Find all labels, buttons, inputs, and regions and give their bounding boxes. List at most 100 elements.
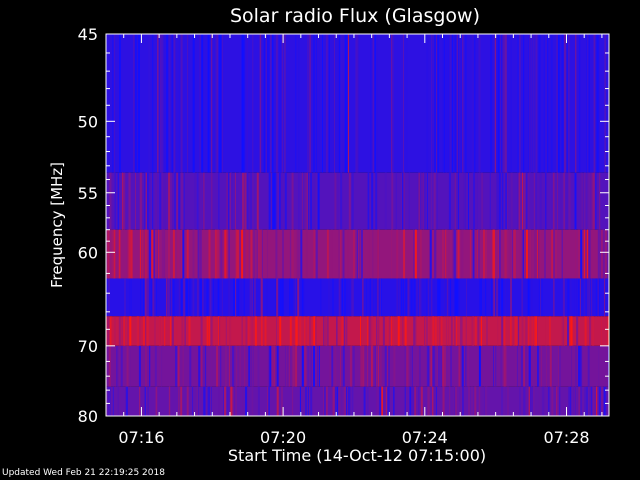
time-streak xyxy=(497,316,499,346)
time-streak xyxy=(376,316,378,346)
time-streak xyxy=(249,278,252,317)
time-streak xyxy=(583,172,586,230)
time-streak xyxy=(460,316,463,346)
time-streak xyxy=(124,316,127,346)
time-streak xyxy=(110,172,113,230)
time-streak xyxy=(236,229,239,279)
time-streak xyxy=(510,278,512,317)
time-streak xyxy=(349,345,352,387)
time-streak xyxy=(207,34,210,173)
time-streak xyxy=(296,229,298,279)
time-streak xyxy=(434,34,436,173)
time-streak xyxy=(538,34,541,173)
time-streak xyxy=(597,278,599,317)
time-streak xyxy=(479,278,482,317)
time-streak xyxy=(297,316,299,346)
chart-title: Solar radio Flux (Glasgow) xyxy=(230,5,480,27)
time-streak xyxy=(589,386,592,416)
time-streak xyxy=(175,345,177,387)
time-streak xyxy=(209,278,212,317)
time-streak xyxy=(228,345,230,387)
time-streak xyxy=(466,278,467,317)
time-streak xyxy=(180,386,183,416)
time-streak xyxy=(372,34,374,173)
time-streak xyxy=(580,386,583,416)
time-streak xyxy=(599,229,601,279)
time-streak xyxy=(256,172,259,230)
x-tick-label: 07:20 xyxy=(260,428,306,447)
time-streak xyxy=(595,34,598,173)
time-streak xyxy=(433,172,436,230)
time-streak xyxy=(299,316,301,346)
time-streak xyxy=(444,345,446,387)
time-streak xyxy=(538,229,540,279)
time-streak xyxy=(432,34,433,173)
time-streak xyxy=(344,278,347,317)
time-streak xyxy=(155,386,157,416)
time-streak xyxy=(522,229,524,279)
time-streak xyxy=(313,316,315,346)
time-streak xyxy=(592,316,595,346)
time-streak xyxy=(547,386,549,416)
time-streak xyxy=(575,386,576,416)
time-streak xyxy=(420,229,422,279)
time-streak xyxy=(483,229,485,279)
time-streak xyxy=(438,278,441,317)
time-streak xyxy=(549,316,551,346)
time-streak xyxy=(440,316,443,346)
time-streak xyxy=(414,316,417,346)
time-streak xyxy=(391,172,394,230)
y-tick-label: 80 xyxy=(78,407,98,426)
time-streak xyxy=(493,229,495,279)
time-streak xyxy=(124,172,126,230)
time-streak xyxy=(115,345,117,387)
time-streak xyxy=(346,229,349,279)
time-streak xyxy=(158,229,159,279)
time-streak xyxy=(323,386,325,416)
time-streak xyxy=(152,278,155,317)
time-streak xyxy=(385,386,387,416)
time-streak xyxy=(368,316,371,346)
time-streak xyxy=(330,229,333,279)
time-streak xyxy=(396,278,398,317)
time-streak xyxy=(392,34,394,173)
time-streak xyxy=(214,229,217,279)
time-streak xyxy=(240,278,242,317)
y-axis-label: Frequency [MHz] xyxy=(48,162,66,288)
x-axis-label: Start Time (14-Oct-12 07:15:00) xyxy=(228,446,486,465)
time-streak xyxy=(520,345,523,387)
time-streak xyxy=(376,386,379,416)
time-streak xyxy=(154,316,156,346)
time-streak xyxy=(313,34,315,173)
time-streak xyxy=(587,172,590,230)
time-streak xyxy=(477,316,480,346)
time-streak xyxy=(138,316,141,346)
time-streak xyxy=(241,34,244,173)
time-streak xyxy=(439,345,441,387)
time-streak xyxy=(448,345,451,387)
time-streak xyxy=(505,172,508,230)
time-streak xyxy=(268,345,270,387)
time-streak xyxy=(118,229,120,279)
time-streak xyxy=(401,316,404,346)
time-streak xyxy=(108,345,110,387)
time-streak xyxy=(227,386,230,416)
time-streak xyxy=(504,345,507,387)
time-streak xyxy=(109,172,112,230)
time-streak xyxy=(206,386,209,416)
time-streak xyxy=(407,278,410,317)
time-streak xyxy=(325,386,328,416)
time-streak xyxy=(402,172,404,230)
time-streak xyxy=(251,345,254,387)
time-streak xyxy=(416,278,418,317)
time-streak xyxy=(568,316,571,346)
time-streak xyxy=(198,345,201,387)
time-streak xyxy=(413,316,415,346)
time-streak xyxy=(144,386,146,416)
time-streak xyxy=(342,345,344,387)
time-streak xyxy=(227,172,229,230)
time-streak xyxy=(432,278,435,317)
time-streak xyxy=(193,34,195,173)
time-streak xyxy=(527,278,530,317)
time-streak xyxy=(168,278,171,317)
